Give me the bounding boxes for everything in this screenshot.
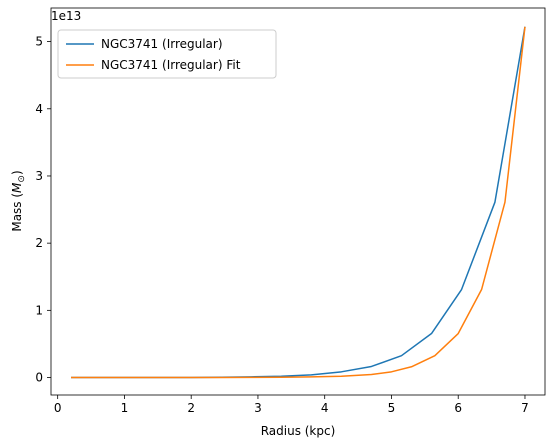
legend: NGC3741 (Irregular) NGC3741 (Irregular) … [57, 29, 277, 79]
x-axis-ticks: 0 1 2 3 4 5 6 7 [54, 395, 529, 415]
y-tick-label: 1 [35, 303, 43, 317]
y-tick-label: 3 [35, 169, 43, 183]
x-tick-label: 4 [321, 401, 329, 415]
x-tick-label: 0 [54, 401, 62, 415]
x-tick-label: 3 [254, 401, 262, 415]
x-tick-label: 7 [521, 401, 529, 415]
series-line-fit [71, 26, 526, 379]
y-tick-label: 2 [35, 236, 43, 250]
x-tick-label: 1 [121, 401, 129, 415]
legend-label-observed: NGC3741 (Irregular) [101, 37, 223, 51]
x-tick-label: 5 [388, 401, 396, 415]
legend-box [57, 29, 277, 79]
y-axis-ticks: 0 1 2 3 4 5 [35, 35, 51, 385]
y-tick-label: 0 [35, 371, 43, 385]
y-axis-label: Mass (M⊙) [10, 170, 27, 231]
y-tick-label: 5 [35, 35, 43, 49]
x-axis-label: Radius (kpc) [261, 424, 336, 438]
y-offset-text: 1e13 [51, 9, 81, 23]
y-tick-label: 4 [35, 102, 43, 116]
series-lines [71, 26, 526, 379]
legend-label-fit: NGC3741 (Irregular) Fit [101, 58, 241, 72]
x-tick-label: 2 [187, 401, 195, 415]
x-tick-label: 6 [454, 401, 462, 415]
